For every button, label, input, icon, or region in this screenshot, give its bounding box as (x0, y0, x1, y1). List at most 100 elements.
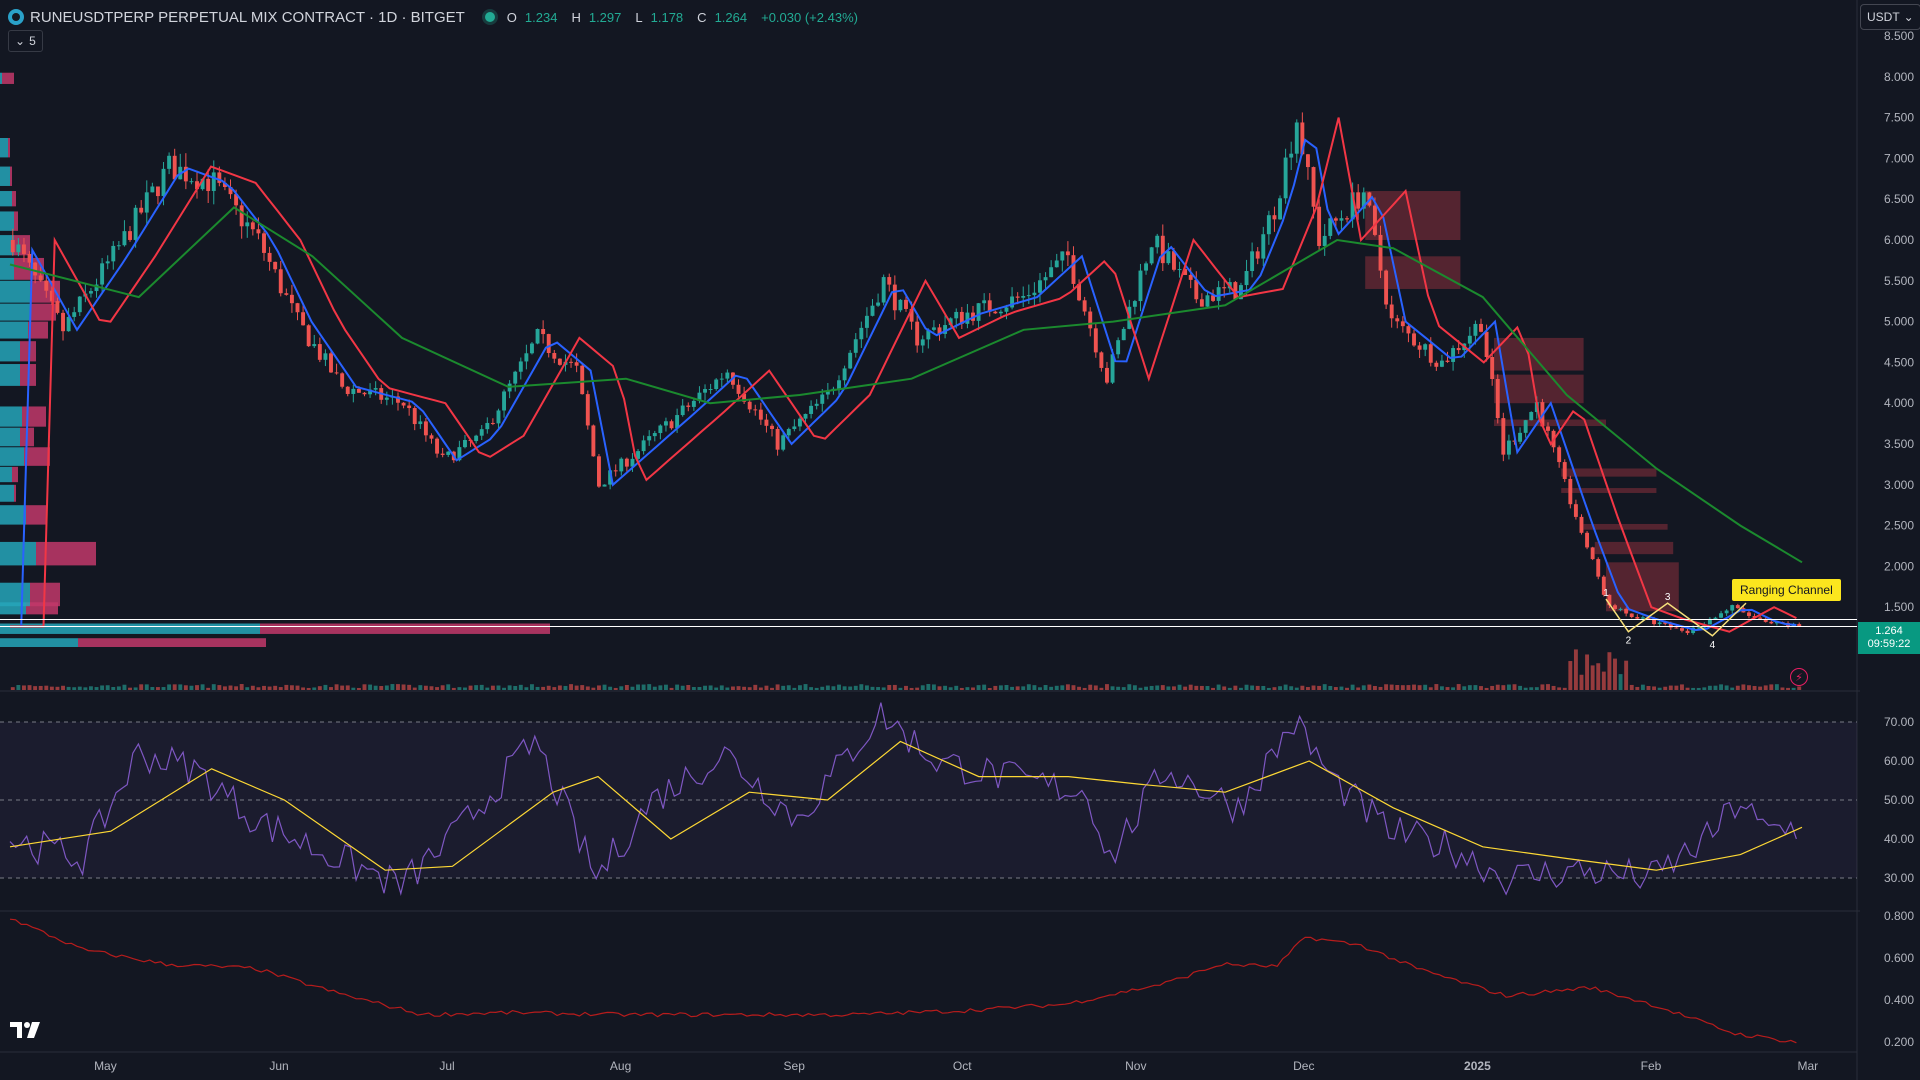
candle (457, 447, 462, 461)
candle (1216, 287, 1221, 301)
volume-bar (842, 686, 847, 690)
volume-bar (1093, 685, 1098, 690)
volume-bar (1132, 685, 1137, 690)
volume-bar (390, 684, 395, 690)
supply-zone (1594, 541, 1674, 555)
wave-point-label: 2 (1626, 636, 1632, 647)
volume-bar (580, 685, 585, 690)
volume-bar (239, 684, 244, 690)
candle (580, 365, 585, 395)
volume-bar (1730, 687, 1735, 690)
ranging-channel-label[interactable]: Ranging Channel (1732, 579, 1841, 601)
volume-profile-down-bar (8, 138, 10, 158)
volume-bar (557, 685, 562, 690)
osc-tick-label: 0.800 (1884, 909, 1914, 923)
rsi-tick-label: 50.00 (1884, 793, 1914, 807)
candle (490, 422, 495, 424)
volume-profile-up-bar (0, 138, 8, 158)
volume-bar (463, 687, 467, 690)
indicators-collapse-button[interactable]: ⌄ 5 (8, 30, 43, 52)
volume-bar (1166, 686, 1171, 690)
volume-bar (898, 687, 903, 690)
rsi-ma-line (9, 740, 1803, 871)
candle (1105, 367, 1109, 383)
price-tick-label: 2.500 (1884, 519, 1914, 533)
volume-bar (1747, 685, 1751, 690)
candle (1400, 321, 1405, 327)
volume-bar (384, 685, 389, 690)
candle (608, 470, 613, 485)
candle (155, 186, 160, 197)
candle (1004, 307, 1009, 312)
volume-bar (502, 687, 507, 690)
volume-bar (1367, 684, 1372, 690)
tradingview-logo-icon[interactable] (10, 1020, 46, 1040)
volume-profile-down-bar (26, 505, 46, 525)
volume-bar (155, 687, 160, 690)
candle (1261, 234, 1266, 259)
volume-bar (1412, 684, 1416, 690)
volume-bar (1596, 663, 1601, 690)
candle (396, 396, 400, 403)
symbol-title[interactable]: RUNEUSDTPERP PERPETUAL MIX CONTRACT · 1D… (30, 8, 465, 26)
candle (183, 166, 188, 182)
volume-bar (541, 686, 546, 690)
candle (1629, 613, 1634, 618)
candle (1300, 122, 1305, 155)
candle (624, 458, 629, 467)
volume-bar (116, 686, 121, 690)
wave-point-label: 4 (1710, 640, 1716, 651)
candle (1138, 270, 1143, 302)
candle (1668, 623, 1673, 628)
candle (1266, 215, 1271, 235)
candle (1233, 282, 1238, 300)
volume-bar (1317, 685, 1322, 690)
volume-profile-up-bar (0, 235, 14, 256)
volume-bar (814, 687, 819, 690)
candle (1439, 360, 1444, 367)
volume-bar (490, 685, 495, 690)
volume-bar (792, 687, 797, 690)
volume-bar (1523, 687, 1528, 690)
candle (959, 311, 964, 324)
volume-bar (971, 687, 975, 690)
candle (1244, 271, 1249, 286)
volume-bar (66, 686, 71, 690)
volume-bar (1038, 687, 1042, 690)
candle (485, 422, 490, 430)
volume-bar (485, 687, 490, 690)
candle (128, 231, 132, 240)
candle (859, 327, 864, 340)
price-tick-label: 2.000 (1884, 559, 1914, 573)
candle (1395, 318, 1400, 322)
candle (513, 371, 518, 384)
volume-profile-down-bar (22, 406, 46, 427)
candle (239, 205, 244, 227)
volume-bar (373, 685, 378, 690)
volume-bar (1741, 684, 1746, 690)
osc-tick-label: 0.400 (1884, 993, 1914, 1007)
volume-profile-up-bar (0, 341, 20, 362)
volume-bar (1026, 684, 1031, 690)
candle (982, 300, 987, 304)
volume-bar (1439, 686, 1444, 690)
candle (1294, 122, 1299, 154)
volume-bar (1635, 686, 1640, 690)
currency-select[interactable]: USDT ⌄ (1860, 4, 1920, 30)
candle (273, 261, 278, 270)
candle (1456, 348, 1461, 351)
candle (306, 325, 311, 347)
candle (775, 428, 780, 450)
candle (423, 421, 428, 436)
flash-icon[interactable]: ⚡ (1790, 668, 1808, 686)
candle (1183, 269, 1188, 275)
volume-bar (1495, 684, 1500, 690)
candle (1596, 559, 1601, 577)
volume-bar (954, 685, 959, 690)
candle (1585, 532, 1590, 548)
volume-bar (1763, 685, 1768, 690)
candle (1372, 205, 1377, 235)
candle (809, 405, 814, 414)
volume-bar (1780, 687, 1785, 690)
